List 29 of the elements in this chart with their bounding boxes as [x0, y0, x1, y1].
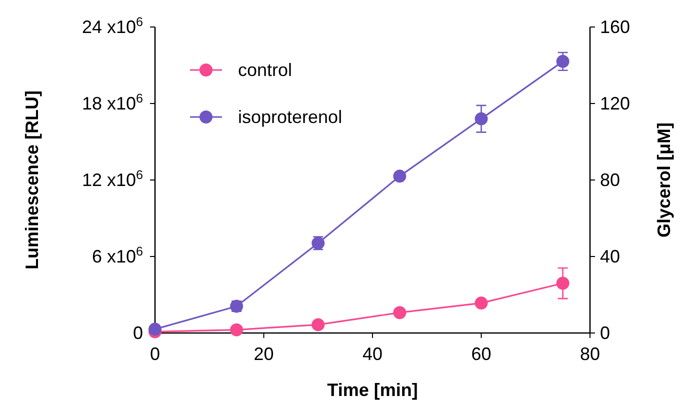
y-tick-label: 6 x10$^{6}$: [92, 244, 143, 266]
y-tick-label: 24 x10$^{6}$: [82, 15, 143, 37]
point: [393, 306, 406, 320]
y-axis-title: Luminescence [RLU]: [22, 90, 42, 270]
point: [148, 322, 162, 336]
legend-label: control: [238, 60, 292, 80]
point: [474, 296, 488, 310]
y2-tick-label: 0: [600, 323, 610, 343]
point: [474, 112, 488, 126]
y-tick-label: 18 x10$^{6}$: [82, 92, 143, 114]
y2-tick-label: 80: [600, 170, 620, 190]
y2-axis-title: Glycerol [μM]: [654, 122, 674, 238]
x-tick-label: 40: [362, 344, 383, 364]
legend-label: isoproterenol: [238, 107, 342, 127]
y2-tick-label: 120: [600, 94, 630, 114]
x-tick-label: 20: [254, 344, 274, 364]
point: [556, 54, 570, 68]
x-axis-title: Time [min]: [327, 380, 418, 400]
point: [393, 170, 406, 183]
y-tick-label: 0: [132, 323, 143, 343]
point: [556, 276, 570, 290]
x-tick-label: 80: [580, 344, 600, 364]
point: [312, 318, 325, 332]
point: [230, 323, 244, 336]
y2-tick-label: 160: [600, 17, 630, 37]
x-tick-label: 60: [471, 344, 492, 364]
y2-tick-label: 40: [600, 246, 620, 266]
y-tick-label: 12 x10$^{6}$: [82, 168, 143, 190]
x-tick-label: 0: [150, 344, 160, 364]
